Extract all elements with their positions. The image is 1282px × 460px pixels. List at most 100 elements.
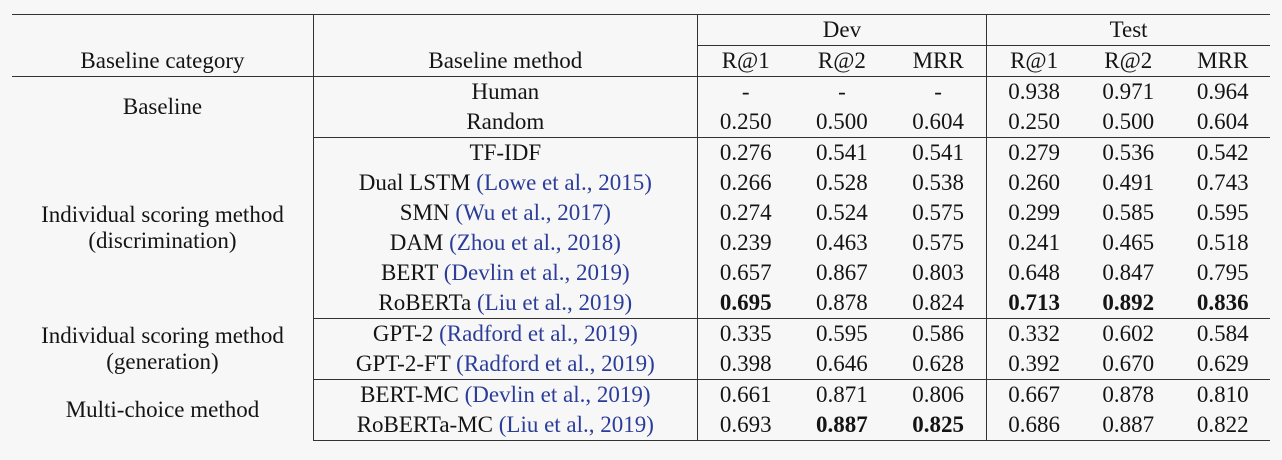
- test-mrr-value: 0.836: [1175, 288, 1270, 319]
- dev-r2-value: 0.524: [816, 200, 868, 225]
- dev-mrr-value: 0.575: [890, 228, 988, 258]
- category-label: Baseline: [122, 94, 203, 120]
- baseline-method-cell: BERT-MC (Devlin et al., 2019): [313, 379, 698, 410]
- citation-link[interactable]: (Liu et al., 2019): [498, 412, 654, 437]
- test-r2-value: 0.491: [1102, 170, 1155, 195]
- citation-link[interactable]: (Wu et al., 2017): [455, 200, 611, 225]
- table-row: Multi-choice method BERT-MC (Devlin et al…: [12, 379, 1270, 441]
- dev-r2-value: 0.463: [816, 230, 868, 255]
- table-row: BERT (Devlin et al., 2019) 0.657 0.867 0.80…: [12, 258, 1270, 288]
- dev-mrr-value: 0.586: [890, 318, 988, 349]
- test-r2-value: 0.892: [1081, 288, 1176, 319]
- dev-r2-value: 0.528: [816, 170, 868, 195]
- table-row: Individual scoring method (generation) GPT…: [12, 318, 1270, 380]
- table-row: RoBERTa (Liu et al., 2019) 0.695 0.878 0.82…: [12, 288, 1270, 319]
- test-r1-value: 0.713: [986, 288, 1082, 319]
- dev-r2-value: -: [838, 79, 846, 104]
- test-r1-value: 0.279: [1008, 140, 1060, 165]
- test-r1-value: 0.332: [1008, 321, 1060, 346]
- table-row: Random 0.250 0.500 0.604 0.250 0.500 0.604: [12, 107, 1270, 138]
- table-row: Baseline Human - - -0.938 0.971 0.964: [12, 76, 1270, 138]
- dev-mrr-value: 0.575: [890, 198, 988, 228]
- table-row: GPT-2-FT (Radford et al., 2019) 0.398 0.64…: [12, 349, 1270, 380]
- baseline-category-cell: Individual scoring method (discrimination…: [12, 137, 314, 319]
- dev-r1-value: -: [741, 79, 750, 104]
- method-name: Random: [466, 109, 545, 134]
- method-name: BERT: [381, 260, 444, 285]
- test-mrr-value: 0.795: [1196, 260, 1249, 285]
- citation-link[interactable]: (Devlin et al., 2019): [443, 260, 630, 285]
- test-mrr-value: 0.542: [1196, 140, 1249, 165]
- method-name: Dual LSTM: [358, 170, 477, 195]
- header-dev-mrr: MRR: [890, 45, 988, 77]
- dev-r1-value: 0.398: [697, 349, 794, 380]
- method-name: SMN: [399, 200, 456, 225]
- table-row: Dual LSTM (Lowe et al., 2015) 0.266 0.528 0…: [12, 168, 1270, 198]
- table-body: Dev Test Baseline category Baseline meth…: [12, 14, 1270, 441]
- baseline-method-cell: TF-IDF: [313, 137, 698, 168]
- test-r1-value: 0.392: [986, 349, 1082, 380]
- dev-r1-value: 0.274: [719, 200, 772, 225]
- header-category: Baseline category: [12, 45, 314, 77]
- dev-r2-value: 0.887: [793, 410, 891, 441]
- dev-r2-value: 0.871: [816, 382, 868, 407]
- dev-r1-value: 0.661: [719, 382, 772, 407]
- header-method: Baseline method: [313, 45, 698, 77]
- dev-mrr-value: 0.541: [890, 137, 988, 168]
- test-r1-value: 0.686: [986, 410, 1082, 441]
- method-name: DAM: [389, 230, 450, 255]
- header-dev: Dev: [697, 14, 988, 46]
- dev-r2-value: 0.500: [793, 107, 891, 138]
- dev-r1-value: 0.695: [697, 288, 794, 319]
- method-name: TF-IDF: [469, 140, 542, 165]
- test-r1-value: 0.250: [986, 107, 1082, 138]
- test-mrr-value: 0.584: [1196, 321, 1249, 346]
- test-r2-value: 0.602: [1102, 321, 1155, 346]
- citation-link[interactable]: (Radford et al., 2019): [439, 321, 638, 346]
- header-dev-r1: R@1: [697, 45, 794, 77]
- baseline-method-cell: GPT-2-FT (Radford et al., 2019): [313, 349, 698, 380]
- citation-link[interactable]: (Radford et al., 2019): [456, 351, 655, 376]
- dev-r1-value: 0.239: [719, 230, 772, 255]
- method-name: RoBERTa: [378, 290, 478, 315]
- table-row: DAM (Zhou et al., 2018) 0.239 0.463 0.575 0.…: [12, 228, 1270, 258]
- test-r2-value: 0.500: [1081, 107, 1176, 138]
- dev-r1-value: 0.335: [719, 321, 772, 346]
- test-mrr-value: 0.810: [1196, 382, 1249, 407]
- dev-mrr-value: 0.806: [890, 379, 988, 410]
- results-table: Dev Test Baseline category Baseline meth…: [12, 14, 1270, 441]
- header-test-r1: R@1: [986, 45, 1082, 77]
- baseline-method-cell: Random: [313, 107, 698, 138]
- citation-link[interactable]: (Devlin et al., 2019): [464, 382, 651, 407]
- baseline-category-cell: Individual scoring method (generation): [12, 318, 314, 380]
- test-r1-value: 0.241: [1008, 230, 1060, 255]
- dev-mrr-value: -: [890, 76, 988, 107]
- category-label: Multi-choice method: [65, 397, 260, 422]
- dev-r2-value: 0.867: [816, 260, 868, 285]
- dev-mrr-value: 0.824: [890, 288, 988, 319]
- test-r2-value: 0.536: [1102, 140, 1155, 165]
- citation-link[interactable]: (Zhou et al., 2018): [449, 230, 621, 255]
- baseline-method-cell: RoBERTa (Liu et al., 2019): [313, 288, 698, 319]
- citation-link[interactable]: (Liu et al., 2019): [477, 290, 633, 315]
- category-label: (generation): [106, 349, 219, 374]
- test-r2-value: 0.847: [1102, 260, 1155, 285]
- method-name: RoBERTa-MC: [356, 412, 499, 437]
- dev-r1-value: 0.693: [697, 410, 794, 441]
- dev-mrr-value: 0.803: [890, 258, 988, 288]
- test-mrr-value: 0.964: [1196, 79, 1249, 104]
- header-dev-r2: R@2: [793, 45, 891, 77]
- dev-r1-value: 0.276: [719, 140, 772, 165]
- citation-link[interactable]: (Lowe et al., 2015): [476, 170, 652, 195]
- baseline-method-cell: Dual LSTM (Lowe et al., 2015): [313, 168, 698, 198]
- header-empty-method: [313, 14, 698, 46]
- header-row-groups: Dev Test: [12, 14, 1270, 46]
- dev-mrr-value: 0.604: [890, 107, 988, 138]
- test-r2-value: 0.585: [1102, 200, 1155, 225]
- test-mrr-value: 0.743: [1196, 170, 1249, 195]
- test-r2-value: 0.878: [1102, 382, 1155, 407]
- test-r2-value: 0.971: [1102, 79, 1155, 104]
- test-r1-value: 0.648: [1008, 260, 1060, 285]
- test-mrr-value: 0.629: [1175, 349, 1270, 380]
